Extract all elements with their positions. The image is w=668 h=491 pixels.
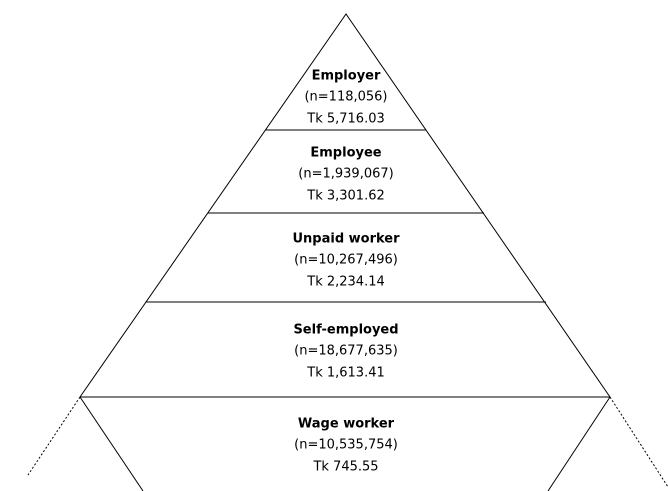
tier-income: Tk 3,301.62: [306, 189, 385, 204]
tier-count: (n=118,056): [304, 90, 387, 105]
tier-label: Self-employed: [293, 323, 398, 338]
tier-label: Employee: [310, 146, 381, 161]
inner-edge: [547, 396, 611, 491]
pyramid-outline: [79, 13, 611, 398]
tier-count: (n=1,939,067): [298, 167, 393, 182]
tier-count: (n=10,535,754): [294, 438, 398, 453]
tier-label: Unpaid worker: [292, 232, 400, 247]
tier-count: (n=18,677,635): [294, 344, 398, 359]
tier-label: Employer: [312, 69, 381, 84]
tier-labels: Employer (n=118,056) Tk 5,716.03 Employee (n…: [292, 69, 400, 475]
dotted-edge: [27, 396, 81, 476]
inner-edge: [79, 396, 144, 491]
dotted-edge: [609, 396, 668, 488]
tier-count: (n=10,267,496): [294, 253, 398, 268]
tier-income: Tk 745.55: [312, 460, 378, 475]
tier-income: Tk 1,613.41: [306, 366, 385, 381]
tier-label: Wage worker: [298, 417, 395, 432]
tier-income: Tk 2,234.14: [306, 275, 385, 290]
tier-income: Tk 5,716.03: [306, 112, 385, 127]
